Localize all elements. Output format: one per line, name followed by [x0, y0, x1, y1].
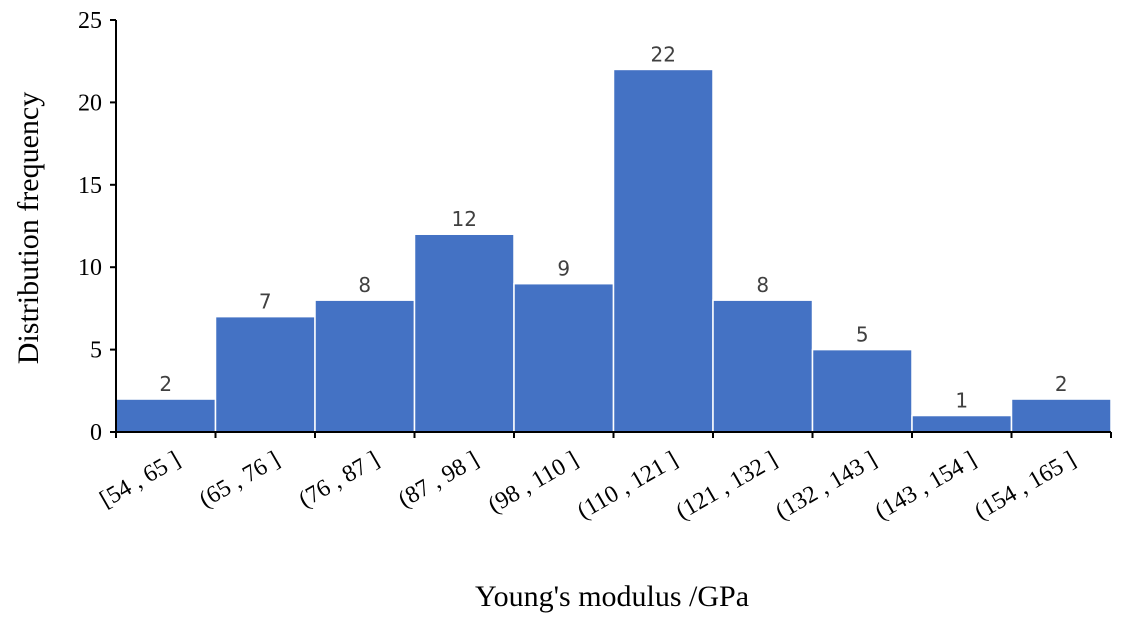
data-label: 12 [452, 207, 477, 231]
x-tick-label: (76 , 87 ] [295, 447, 384, 514]
bars-group [115, 68, 1112, 433]
data-label: 9 [557, 257, 570, 281]
y-axis: 0 5 10 15 20 25 [78, 8, 117, 446]
bar [115, 398, 217, 433]
y-tick-label: 10 [78, 255, 102, 281]
data-label: 2 [159, 372, 172, 396]
bar [1010, 398, 1112, 433]
x-tick-label: (98 , 110 ] [484, 447, 583, 519]
data-label: 2 [1055, 372, 1068, 396]
bar [811, 348, 913, 433]
y-axis-title: Distribution frequency [12, 92, 45, 364]
x-axis: [54 , 65 ] (65 , 76 ] (76 , 87 ] (87 , 98 ]… [96, 431, 1112, 526]
data-label: 8 [756, 273, 769, 297]
bar [314, 299, 416, 433]
data-label: 22 [651, 42, 676, 66]
data-label: 5 [856, 323, 869, 347]
x-tick-label: (87 , 98 ] [394, 447, 483, 514]
data-label: 8 [358, 273, 371, 297]
data-label: 7 [259, 290, 272, 314]
bar [911, 414, 1013, 433]
x-tick-label: (143 , 154 ] [871, 447, 981, 526]
y-tick-label: 0 [90, 420, 102, 446]
x-tick-label: (110 , 121 ] [573, 447, 682, 525]
y-tick-label: 25 [78, 8, 102, 34]
x-tick-label: (132 , 143 ] [771, 447, 881, 526]
bar [712, 299, 814, 433]
bar [214, 315, 316, 433]
bar [413, 233, 515, 433]
x-tick-label: (121 , 132 ] [672, 447, 782, 526]
x-tick-label: [54 , 65 ] [96, 447, 185, 514]
y-tick-label: 5 [90, 338, 102, 364]
bar [612, 68, 714, 433]
bar [513, 282, 615, 433]
y-tick-label: 15 [78, 173, 102, 199]
x-tick-label: (65 , 76 ] [195, 447, 284, 514]
x-tick-label: (154 , 165 ] [970, 447, 1080, 526]
y-tick-label: 20 [78, 90, 102, 116]
x-axis-title: Young's modulus /GPa [475, 580, 749, 613]
data-label: 1 [955, 389, 968, 413]
